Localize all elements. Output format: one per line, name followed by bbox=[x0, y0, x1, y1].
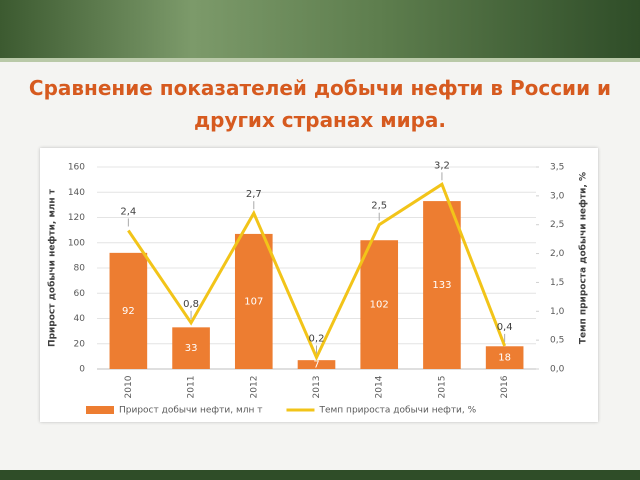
y2-tick-label: 0,0 bbox=[550, 365, 565, 375]
y2-tick-label: 2,5 bbox=[550, 220, 564, 230]
x-tick-label: 2010 bbox=[124, 375, 134, 398]
x-tick-label: 2011 bbox=[187, 376, 197, 399]
y-axis-title: Прирост добычи нефти, млн т bbox=[47, 188, 58, 347]
line bbox=[127, 182, 507, 362]
y2-tick-label: 1,5 bbox=[550, 278, 564, 288]
legend-label: Темп прироста добычи нефти, % bbox=[318, 406, 476, 416]
y-tick-label: 100 bbox=[68, 238, 85, 248]
x-tick-label: 2014 bbox=[375, 375, 385, 398]
bar-value-label: 18 bbox=[498, 353, 511, 364]
footer-bar bbox=[0, 470, 640, 480]
line-value-label: 2,4 bbox=[120, 206, 136, 217]
legend-label: Прирост добычи нефти, млн т bbox=[119, 406, 262, 416]
y-tick-label: 60 bbox=[74, 289, 86, 299]
line-value-label: 2,7 bbox=[246, 189, 262, 200]
bar-value-label: 7 bbox=[313, 360, 319, 371]
y2-tick-label: 3,0 bbox=[550, 191, 565, 201]
y-tick-label: 140 bbox=[68, 188, 85, 198]
y-tick-label: 120 bbox=[68, 213, 85, 223]
bar bbox=[423, 201, 461, 369]
bar-value-label: 33 bbox=[185, 343, 198, 354]
slide-title: Сравнение показателей добычи нефти в Рос… bbox=[28, 76, 612, 132]
line-value-label: 0,8 bbox=[183, 299, 199, 310]
line-value-label: 0,4 bbox=[497, 322, 513, 333]
line-value-label: 3,2 bbox=[434, 160, 450, 171]
x-tick-label: 2012 bbox=[249, 376, 259, 399]
y-tick-label: 20 bbox=[74, 339, 86, 349]
y2-tick-label: 2,0 bbox=[550, 249, 565, 259]
banner bbox=[0, 0, 640, 58]
y2-axis-title: Темп прироста добычи нефти, % bbox=[578, 172, 589, 344]
line-value-label: 2,5 bbox=[371, 201, 387, 212]
bar bbox=[109, 252, 148, 369]
bar bbox=[360, 240, 399, 369]
x-tick-label: 2016 bbox=[500, 375, 510, 398]
bar bbox=[234, 233, 273, 369]
bar-value-label: 133 bbox=[432, 280, 451, 291]
bar-value-label: 92 bbox=[122, 306, 135, 317]
chart: 0 20 40 60 80 100 120 140 160 0,0 0,5 1,0 1,5 2,0 2,5 3… bbox=[47, 160, 589, 416]
y-tick-label: 40 bbox=[74, 314, 86, 324]
y-tick-label: 160 bbox=[68, 163, 85, 173]
bar-value-label: 102 bbox=[370, 300, 389, 311]
bar bbox=[297, 360, 336, 369]
bar bbox=[485, 346, 524, 369]
bar-value-label: 107 bbox=[244, 296, 263, 307]
x-tick-label: 2013 bbox=[312, 376, 322, 399]
banner-stripe bbox=[0, 58, 640, 62]
x-tick-label: 2015 bbox=[437, 376, 447, 399]
y-tick-label: 80 bbox=[74, 264, 86, 274]
y2-tick-label: 1,0 bbox=[550, 307, 565, 317]
legend-swatch bbox=[86, 406, 114, 414]
y-tick-label: 0 bbox=[79, 365, 85, 375]
y2-tick-label: 0,5 bbox=[550, 336, 564, 346]
y2-tick-label: 3,5 bbox=[550, 163, 564, 173]
bar bbox=[172, 327, 210, 369]
line-value-label: 0,2 bbox=[309, 333, 325, 344]
